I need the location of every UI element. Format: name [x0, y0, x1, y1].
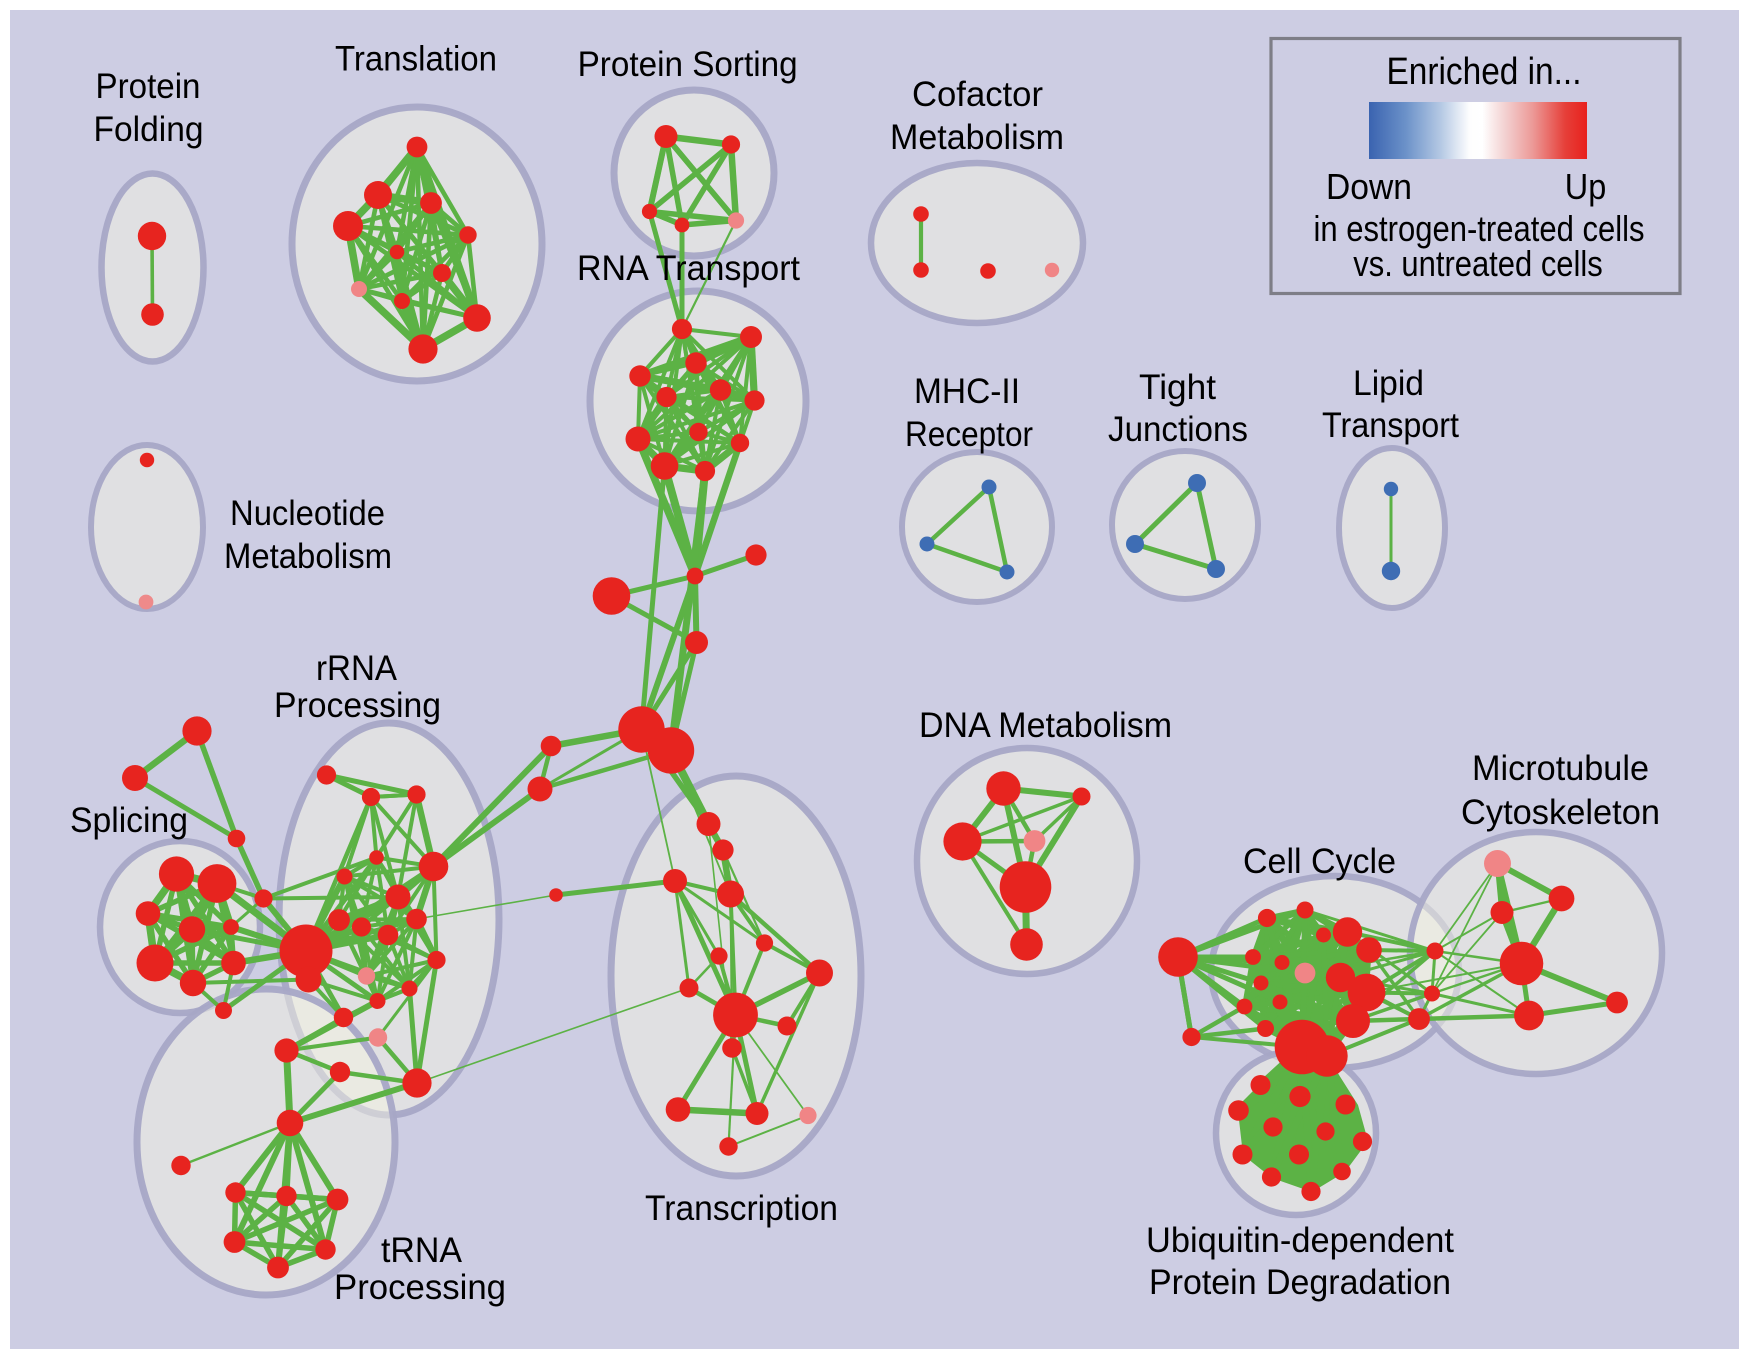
svg-text:rRNA: rRNA — [316, 649, 398, 688]
svg-text:Tight: Tight — [1139, 368, 1216, 407]
svg-text:Protein: Protein — [96, 67, 201, 106]
svg-text:Microtubule: Microtubule — [1472, 749, 1649, 788]
svg-text:Cofactor: Cofactor — [912, 75, 1043, 114]
svg-text:Ubiquitin-dependent: Ubiquitin-dependent — [1146, 1221, 1454, 1260]
svg-text:Splicing: Splicing — [70, 801, 188, 840]
svg-text:Metabolism: Metabolism — [224, 537, 392, 576]
svg-text:Lipid: Lipid — [1353, 364, 1424, 403]
svg-text:Processing: Processing — [334, 1268, 506, 1307]
svg-text:MHC-II: MHC-II — [914, 372, 1020, 411]
svg-text:Transport: Transport — [1322, 406, 1459, 445]
svg-text:Transcription: Transcription — [645, 1189, 838, 1228]
svg-text:Cytoskeleton: Cytoskeleton — [1461, 793, 1660, 832]
svg-text:Processing: Processing — [274, 686, 441, 725]
svg-text:Enriched in...: Enriched in... — [1387, 51, 1582, 93]
svg-text:Nucleotide: Nucleotide — [230, 494, 385, 533]
svg-text:in estrogen-treated cells: in estrogen-treated cells — [1314, 208, 1645, 249]
svg-text:Down: Down — [1326, 166, 1412, 207]
svg-text:Metabolism: Metabolism — [890, 118, 1064, 157]
svg-text:Receptor: Receptor — [905, 415, 1033, 454]
svg-text:vs. untreated cells: vs. untreated cells — [1353, 243, 1603, 284]
svg-text:Cell Cycle: Cell Cycle — [1243, 842, 1396, 881]
svg-text:Protein Degradation: Protein Degradation — [1149, 1263, 1451, 1302]
svg-text:Junctions: Junctions — [1108, 410, 1248, 449]
svg-text:Folding: Folding — [94, 110, 204, 149]
svg-text:RNA Transport: RNA Transport — [577, 249, 800, 288]
svg-text:Up: Up — [1565, 166, 1607, 207]
svg-text:DNA Metabolism: DNA Metabolism — [919, 706, 1172, 745]
svg-text:tRNA: tRNA — [381, 1231, 463, 1270]
svg-text:Protein Sorting: Protein Sorting — [578, 45, 798, 84]
svg-text:Translation: Translation — [335, 40, 497, 79]
